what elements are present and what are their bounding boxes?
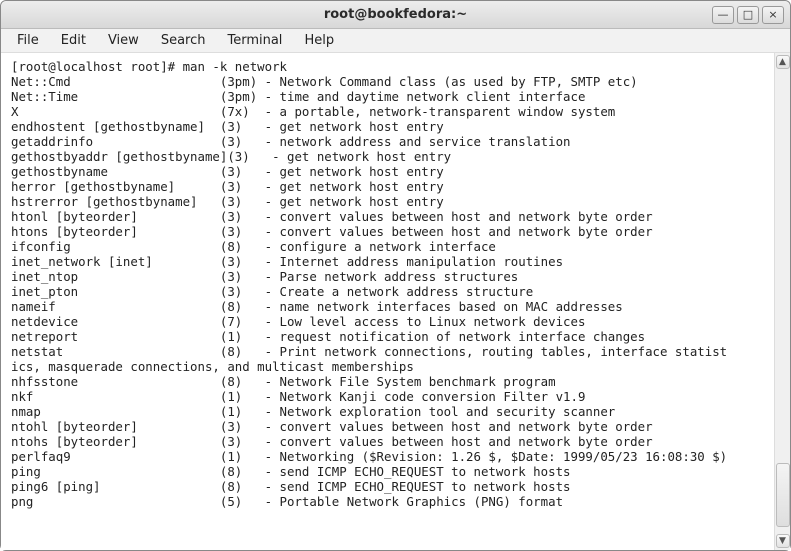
menu-terminal[interactable]: Terminal <box>217 31 292 50</box>
menu-file[interactable]: File <box>7 31 49 50</box>
terminal-wrap: [root@localhost root]# man -k network Ne… <box>1 53 790 550</box>
scroll-thumb[interactable] <box>776 463 790 528</box>
scroll-up-button[interactable]: ▲ <box>776 55 790 69</box>
menu-help[interactable]: Help <box>294 31 344 50</box>
minimize-button[interactable]: — <box>712 6 734 24</box>
menu-view[interactable]: View <box>98 31 149 50</box>
close-button[interactable]: × <box>762 6 784 24</box>
window-controls: — □ × <box>712 6 784 24</box>
terminal-output[interactable]: [root@localhost root]# man -k network Ne… <box>1 53 774 550</box>
menu-edit[interactable]: Edit <box>51 31 96 50</box>
scroll-down-button[interactable]: ▼ <box>776 534 790 548</box>
window-title: root@bookfedora:~ <box>1 7 790 22</box>
scrollbar[interactable]: ▲ ▼ <box>774 53 790 550</box>
window-titlebar: root@bookfedora:~ — □ × <box>1 1 790 29</box>
menu-search[interactable]: Search <box>151 31 216 50</box>
maximize-button[interactable]: □ <box>737 6 759 24</box>
menubar: FileEditViewSearchTerminalHelp <box>1 29 790 53</box>
scroll-track[interactable] <box>776 71 790 532</box>
